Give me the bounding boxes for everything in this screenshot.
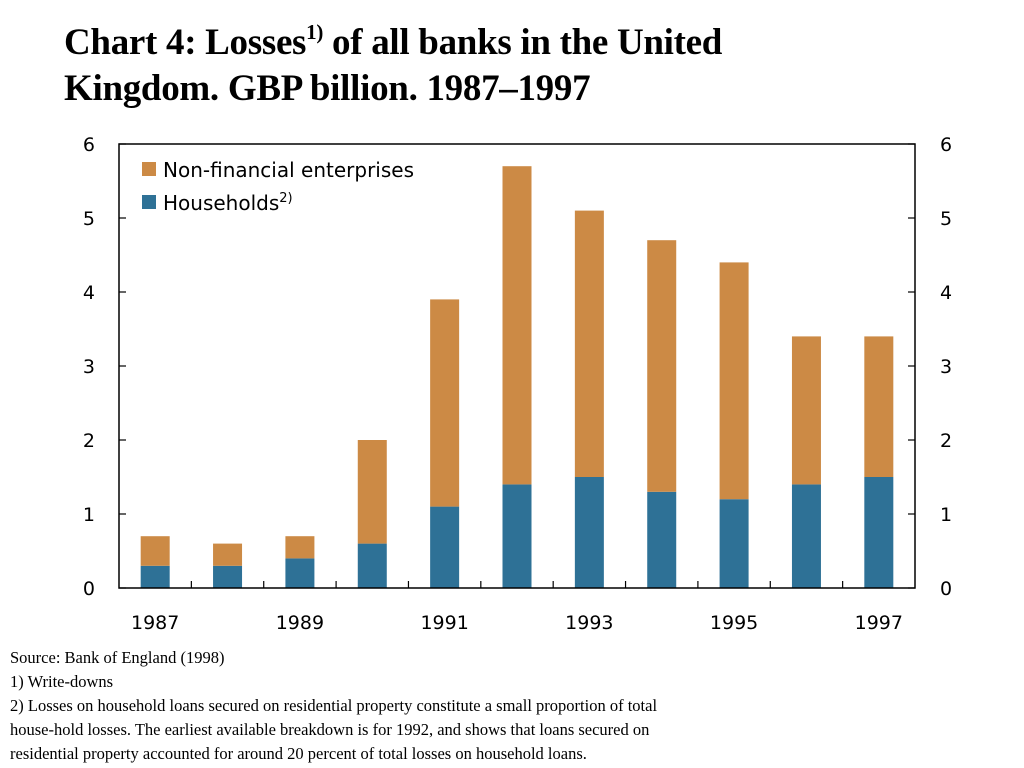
- y-tick-label-left: 3: [83, 356, 95, 378]
- y-tick-label-left: 1: [83, 504, 95, 526]
- x-tick-label-1987: 1987: [131, 612, 179, 634]
- bar-non-financial-1991: [430, 299, 460, 507]
- bar-households-1990: [357, 543, 387, 588]
- legend-footnote-mark: 2): [279, 191, 292, 206]
- bar-households-1989: [285, 558, 315, 588]
- x-tick-label-1993: 1993: [565, 612, 613, 634]
- chart-title: Chart 4: Losses1) of all banks in the Un…: [64, 20, 964, 112]
- y-tick-label-left: 2: [83, 430, 95, 452]
- legend-swatch-households: [142, 195, 156, 209]
- bar-non-financial-1987: [140, 536, 170, 566]
- x-tick-label-1989: 1989: [276, 612, 324, 634]
- bar-non-financial-1993: [574, 210, 604, 477]
- bar-households-1988: [213, 565, 243, 588]
- y-tick-label-right: 2: [940, 430, 952, 452]
- bar-households-1997: [864, 477, 894, 588]
- footnote-2-line-3: residential property accounted for aroun…: [10, 744, 587, 763]
- legend-label-non-financial: Non-financial enterprises: [163, 158, 414, 182]
- bar-households-1991: [430, 506, 460, 588]
- bar-non-financial-1996: [791, 336, 821, 485]
- source-note: Source: Bank of England (1998): [10, 648, 225, 667]
- bar-non-financial-1994: [647, 240, 677, 492]
- x-tick-label-1991: 1991: [420, 612, 468, 634]
- legend-swatch-non-financial: [142, 162, 156, 176]
- y-tick-label-right: 4: [940, 282, 952, 304]
- bar-non-financial-1990: [357, 440, 387, 544]
- chart-title-rest: of all banks in the United: [323, 22, 723, 63]
- x-tick-label-1997: 1997: [855, 612, 903, 634]
- footnotes: Source: Bank of England (1998) 1) Write-…: [10, 646, 1010, 766]
- bar-non-financial-1989: [285, 536, 315, 559]
- legend-label-households: Households2): [163, 191, 293, 215]
- stacked-bar-chart: 0 0 1 1 2 2 3 3 4 4 5 5 6 6 1987 1989 1991 1993 1995 1997 No…: [83, 134, 952, 634]
- bar-non-financial-1992: [502, 166, 532, 485]
- chart-title-main: Chart 4: Losses: [64, 22, 307, 63]
- y-tick-label-right: 1: [940, 504, 952, 526]
- y-tick-label-left: 0: [83, 578, 95, 600]
- y-tick-label-left: 6: [83, 134, 95, 156]
- footnote-2-line-2: house-hold losses. The earliest availabl…: [10, 720, 650, 739]
- y-tick-label-left: 5: [83, 208, 95, 230]
- bar-households-1992: [502, 484, 532, 588]
- y-tick-label-right: 3: [940, 356, 952, 378]
- footnote-1: 1) Write-downs: [10, 672, 114, 691]
- bar-households-1995: [719, 499, 749, 588]
- bar-households-1994: [647, 491, 677, 588]
- y-tick-label-right: 5: [940, 208, 952, 230]
- x-tick-label-1995: 1995: [710, 612, 758, 634]
- bar-households-1996: [791, 484, 821, 588]
- bar-households-1993: [574, 477, 604, 588]
- bar-non-financial-1988: [213, 543, 243, 566]
- bar-non-financial-1997: [864, 336, 894, 477]
- y-tick-label-left: 4: [83, 282, 95, 304]
- chart-title-footnote-mark: 1): [306, 20, 324, 44]
- footnote-2-line-1: 2) Losses on household loans secured on …: [10, 696, 658, 715]
- y-tick-label-right: 0: [940, 578, 952, 600]
- chart-title-line2: Kingdom. GBP billion. 1987–1997: [64, 68, 591, 109]
- bar-non-financial-1995: [719, 262, 749, 500]
- bar-households-1987: [140, 565, 170, 588]
- y-tick-label-right: 6: [940, 134, 952, 156]
